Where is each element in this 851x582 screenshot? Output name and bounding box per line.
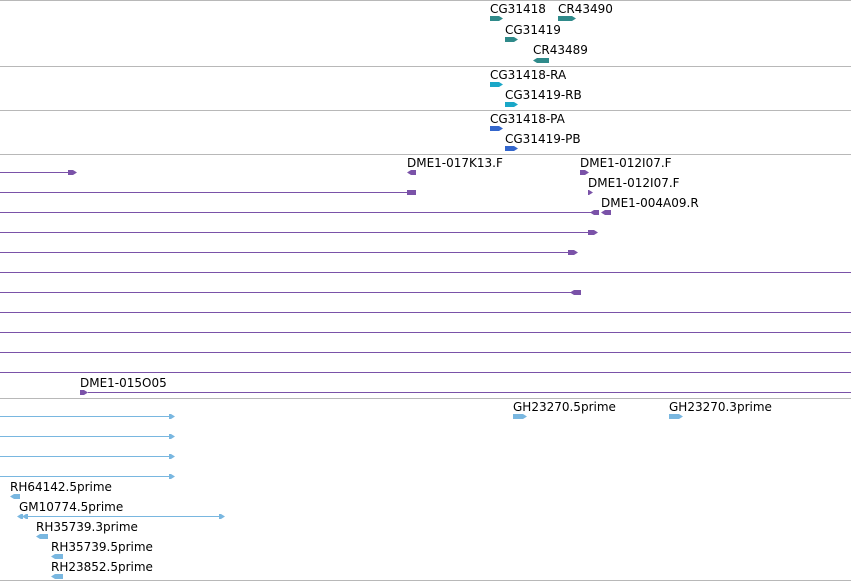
bac-end-glyph[interactable] xyxy=(570,290,581,295)
alignment-line[interactable] xyxy=(0,212,595,213)
est-glyph[interactable] xyxy=(169,434,175,439)
bac-end-glyph[interactable] xyxy=(590,210,599,215)
track-divider xyxy=(0,110,851,111)
feature-label[interactable]: RH35739.3prime xyxy=(36,520,138,534)
feature-label[interactable]: DME1-004A09.R xyxy=(601,196,699,210)
bac-end-glyph[interactable] xyxy=(588,230,598,235)
gene-feature-glyph[interactable] xyxy=(533,58,549,63)
alignment-line[interactable] xyxy=(28,516,222,517)
bac-end-glyph[interactable] xyxy=(568,250,578,255)
est-glyph[interactable] xyxy=(36,534,48,539)
feature-label[interactable]: RH64142.5prime xyxy=(10,480,112,494)
feature-label[interactable]: DME1-012I07.F xyxy=(588,176,680,190)
est-glyph[interactable] xyxy=(17,514,23,519)
alignment-line[interactable] xyxy=(0,252,572,253)
alignment-line[interactable] xyxy=(0,332,851,333)
feature-label[interactable]: DME1-012I07.F xyxy=(580,156,672,170)
gene-feature-glyph[interactable] xyxy=(490,16,503,21)
alignment-line[interactable] xyxy=(0,312,851,313)
bac-end-glyph[interactable] xyxy=(601,210,611,215)
transcript-feature-glyph[interactable] xyxy=(505,102,518,107)
feature-label[interactable]: CG31419 xyxy=(505,23,561,37)
feature-label[interactable]: CG31418-RA xyxy=(490,68,567,82)
gene-feature-glyph[interactable] xyxy=(505,37,518,42)
track-divider xyxy=(0,398,851,399)
est-glyph[interactable] xyxy=(51,554,63,559)
gene-feature-glyph[interactable] xyxy=(558,16,576,21)
protein-feature-glyph[interactable] xyxy=(490,126,503,131)
alignment-line[interactable] xyxy=(0,232,592,233)
alignment-line[interactable] xyxy=(0,172,72,173)
feature-label[interactable]: CG31418 xyxy=(490,2,546,16)
est-glyph[interactable] xyxy=(669,414,683,419)
transcript-feature-glyph[interactable] xyxy=(490,82,503,87)
bac-end-glyph[interactable] xyxy=(80,390,88,395)
est-glyph[interactable] xyxy=(169,474,175,479)
alignment-line[interactable] xyxy=(0,292,574,293)
alignment-line[interactable] xyxy=(0,416,174,417)
bac-end-glyph[interactable] xyxy=(580,170,589,175)
est-glyph[interactable] xyxy=(51,574,63,579)
alignment-line[interactable] xyxy=(0,436,174,437)
feature-label[interactable]: CG31418-PA xyxy=(490,112,565,126)
est-glyph[interactable] xyxy=(169,414,175,419)
est-glyph[interactable] xyxy=(10,494,20,499)
alignment-line[interactable] xyxy=(0,272,851,273)
feature-label[interactable]: GH23270.3prime xyxy=(669,400,772,414)
alignment-line[interactable] xyxy=(0,352,851,353)
feature-label[interactable]: GM10774.5prime xyxy=(19,500,124,514)
track-divider xyxy=(0,580,851,581)
feature-label[interactable]: GH23270.5prime xyxy=(513,400,616,414)
bac-end-glyph[interactable] xyxy=(407,190,416,195)
est-glyph[interactable] xyxy=(219,514,225,519)
alignment-line[interactable] xyxy=(0,372,851,373)
feature-label[interactable]: CR43489 xyxy=(533,43,588,57)
track-divider xyxy=(0,154,851,155)
alignment-line[interactable] xyxy=(0,476,174,477)
est-glyph[interactable] xyxy=(513,414,527,419)
feature-label[interactable]: RH23852.5prime xyxy=(51,560,153,574)
feature-label[interactable]: DME1-015O05 xyxy=(80,376,167,390)
est-glyph[interactable] xyxy=(169,454,175,459)
feature-label[interactable]: CR43490 xyxy=(558,2,613,16)
bac-end-glyph[interactable] xyxy=(407,170,416,175)
track-divider xyxy=(0,66,851,67)
alignment-line[interactable] xyxy=(0,456,174,457)
bac-end-glyph[interactable] xyxy=(588,190,593,195)
alignment-line[interactable] xyxy=(0,192,412,193)
feature-label[interactable]: CG31419-PB xyxy=(505,132,581,146)
feature-label[interactable]: CG31419-RB xyxy=(505,88,582,102)
feature-label[interactable]: RH35739.5prime xyxy=(51,540,153,554)
bac-end-glyph[interactable] xyxy=(68,170,77,175)
feature-label[interactable]: DME1-017K13.F xyxy=(407,156,503,170)
track-divider xyxy=(0,0,851,1)
est-glyph[interactable] xyxy=(22,514,28,519)
protein-feature-glyph[interactable] xyxy=(505,146,518,151)
alignment-line[interactable] xyxy=(88,392,851,393)
